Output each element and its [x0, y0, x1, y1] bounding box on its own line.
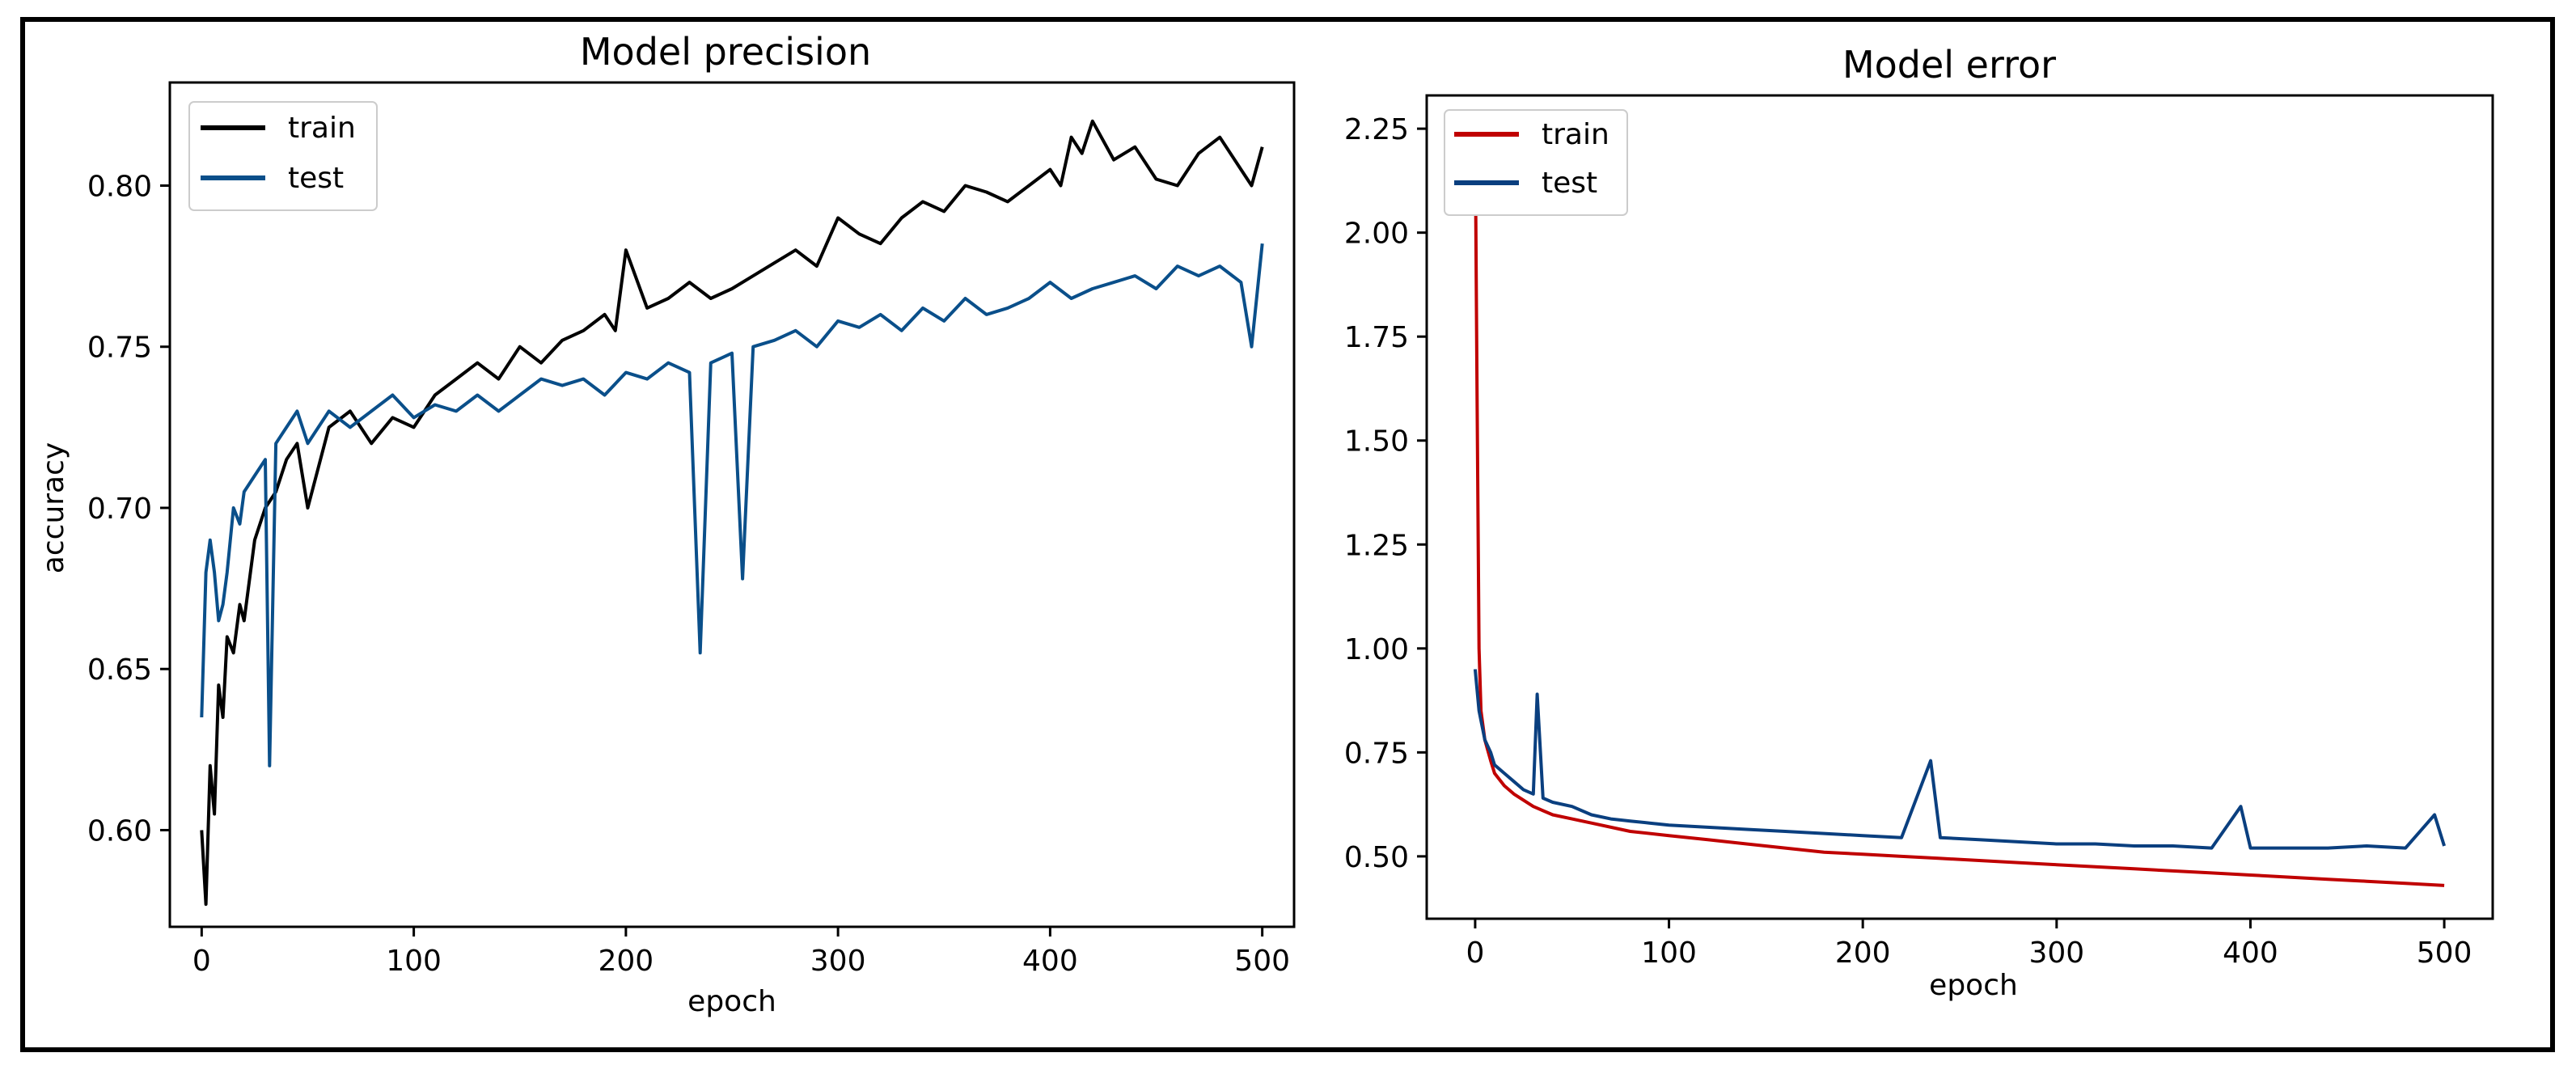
precision-plot-area: 0 100 200 300 400 500 0.60 0.65 0.70 0.75 0.80 [87, 119, 1290, 978]
error-axes-frame [1425, 94, 2494, 920]
figure-border [20, 17, 2555, 1052]
precision-y-tick-label: 0.60 [87, 814, 152, 848]
precision-x-tick-label: 500 [1234, 945, 1290, 978]
precision-x-tick-label: 100 [386, 945, 442, 978]
precision-y-tick-label: 0.70 [87, 493, 152, 526]
error-x-tick-label: 100 [1641, 937, 1697, 970]
error-chart-title: Model error [1842, 43, 2056, 87]
error-chart: Model error 0 100 200 300 400 500 0.50 0.75 1.00… [1344, 43, 2494, 1002]
error-y-tick-label: 0.75 [1344, 737, 1409, 770]
precision-x-tick-label: 400 [1022, 945, 1078, 978]
precision-legend-train-label: train [288, 112, 356, 145]
error-legend: train test [1444, 109, 1628, 216]
error-y-tick-label: 2.25 [1344, 113, 1409, 146]
error-legend-train-label: train [1542, 118, 1609, 151]
precision-legend: train test [188, 101, 378, 211]
precision-y-tick-label: 0.80 [87, 171, 152, 204]
precision-axes-frame [168, 81, 1296, 928]
error-y-tick-label: 1.75 [1344, 321, 1409, 354]
precision-x-tick-label: 200 [599, 945, 654, 978]
precision-chart-title: Model precision [580, 30, 871, 74]
error-x-tick-label: 300 [2028, 937, 2084, 970]
precision-x-tick-label: 0 [192, 945, 211, 978]
error-x-tick-label: 0 [1466, 937, 1484, 970]
error-series-test-line [1473, 669, 2447, 850]
precision-x-axis-label: epoch [687, 985, 776, 1018]
error-y-tick-label: 2.00 [1344, 218, 1409, 251]
precision-y-axis-label: accuracy [37, 442, 70, 573]
error-y-tick-label: 1.50 [1344, 425, 1409, 459]
error-x-tick-label: 200 [1835, 937, 1891, 970]
precision-series-test-line [200, 243, 1264, 767]
error-x-tick-label: 400 [2223, 937, 2278, 970]
precision-chart: Model precision 0 100 200 300 400 500 0.60 0.65… [37, 30, 1296, 1018]
precision-legend-test-label: test [288, 162, 344, 195]
precision-y-tick-label: 0.75 [87, 332, 152, 365]
error-plot-area: 0 100 200 300 400 500 0.50 0.75 1.00 1.25 1.50 1.75… [1344, 113, 2472, 970]
error-x-tick-label: 500 [2417, 937, 2472, 970]
error-y-tick-label: 1.00 [1344, 633, 1409, 666]
precision-y-tick-label: 0.65 [87, 653, 152, 687]
error-y-tick-label: 1.25 [1344, 529, 1409, 562]
error-x-axis-label: epoch [1929, 969, 2018, 1002]
error-y-tick-label: 0.50 [1344, 841, 1409, 874]
error-legend-test-label: test [1542, 167, 1597, 200]
precision-x-tick-label: 300 [810, 945, 866, 978]
error-series-train-line [1473, 129, 2445, 887]
precision-series-train-line [200, 119, 1264, 907]
